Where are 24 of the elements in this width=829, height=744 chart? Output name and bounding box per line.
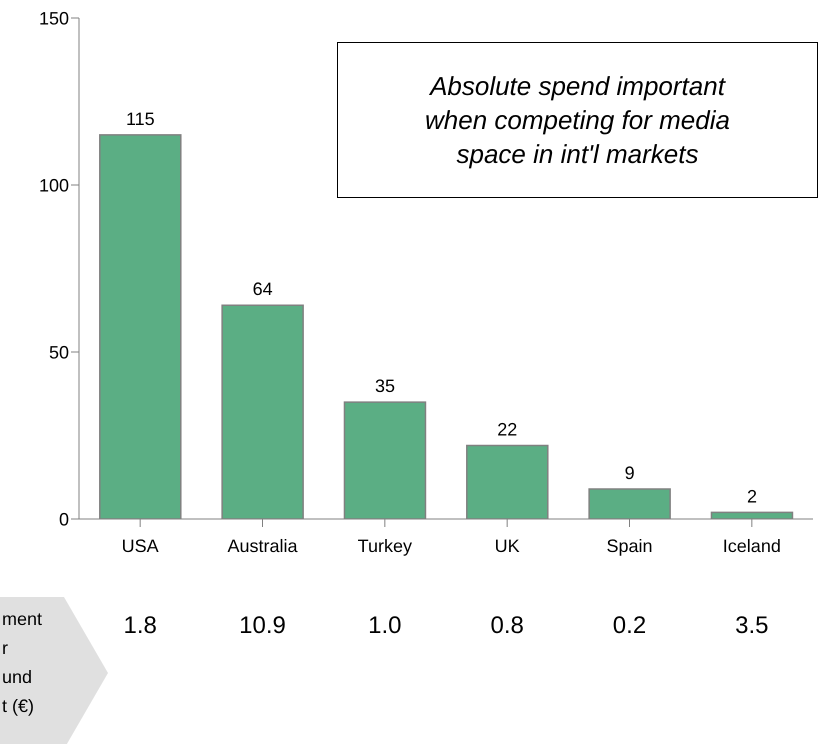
y-tick-label: 150 <box>38 8 69 28</box>
x-tick-label: Iceland <box>722 536 781 556</box>
data-label: 9 <box>624 462 635 483</box>
data-label: 22 <box>497 420 518 440</box>
text: 3.5 <box>734 612 770 640</box>
data-label: 35 <box>374 376 395 396</box>
x-tick-label: Spain <box>606 536 653 556</box>
x-tick-label: UK <box>494 536 520 556</box>
y-tick-label: 50 <box>48 342 69 362</box>
callout-box: Absolute spend important when competing for media space in int'l markets <box>337 42 818 198</box>
y-tick-label: 100 <box>38 175 69 196</box>
text: 1.8 <box>122 612 158 640</box>
x-tick-label: Turkey <box>358 536 412 556</box>
x-tick-label: Australia <box>227 536 299 556</box>
text: ment r und t (€) <box>2 609 42 716</box>
text: 0.2 <box>612 612 648 640</box>
data-label: 64 <box>252 279 273 300</box>
text: 0.8 <box>489 612 525 640</box>
text: 10.9 <box>238 612 287 640</box>
data-label: 115 <box>126 108 155 129</box>
x-tick-label: USA <box>122 536 159 556</box>
text: 1.0 <box>367 612 402 640</box>
y-tick-label: 0 <box>58 509 69 530</box>
data-label: 2 <box>746 486 757 506</box>
